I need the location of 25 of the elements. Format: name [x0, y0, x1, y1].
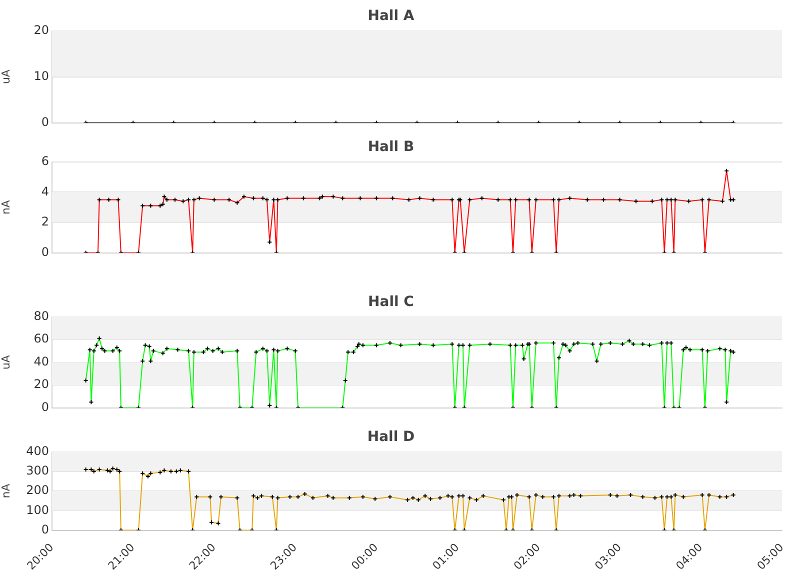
- y-tick-label: 300: [26, 464, 49, 478]
- y-tick-label: 0: [41, 244, 49, 259]
- y-axis-title: nA: [0, 483, 12, 498]
- y-tick-label: 0: [41, 522, 49, 536]
- y-tick-label: 60: [34, 332, 49, 346]
- y-tick-label: 0: [41, 400, 49, 414]
- y-tick-label: 400: [26, 444, 49, 458]
- y-tick-label: 0: [41, 114, 49, 129]
- y-axis-title: uA: [0, 69, 12, 84]
- y-tick-label: 80: [34, 308, 49, 323]
- chart-title: Hall B: [368, 139, 414, 156]
- chart-title: Hall A: [368, 8, 414, 24]
- chart-title: Hall C: [368, 294, 414, 310]
- y-axis-title: uA: [0, 354, 12, 370]
- y-tick-label: 40: [34, 354, 49, 368]
- y-tick-label: 6: [41, 154, 49, 168]
- y-tick-label: 2: [41, 214, 49, 229]
- y-tick-label: 200: [26, 483, 49, 498]
- y-tick-label: 20: [34, 377, 49, 392]
- y-tick-label: 10: [34, 68, 49, 83]
- y-tick-label: 20: [34, 22, 49, 37]
- y-tick-label: 4: [41, 184, 49, 198]
- chart-title: Hall D: [367, 429, 415, 446]
- y-axis-title: nA: [0, 200, 12, 215]
- y-tick-label: 100: [26, 502, 49, 517]
